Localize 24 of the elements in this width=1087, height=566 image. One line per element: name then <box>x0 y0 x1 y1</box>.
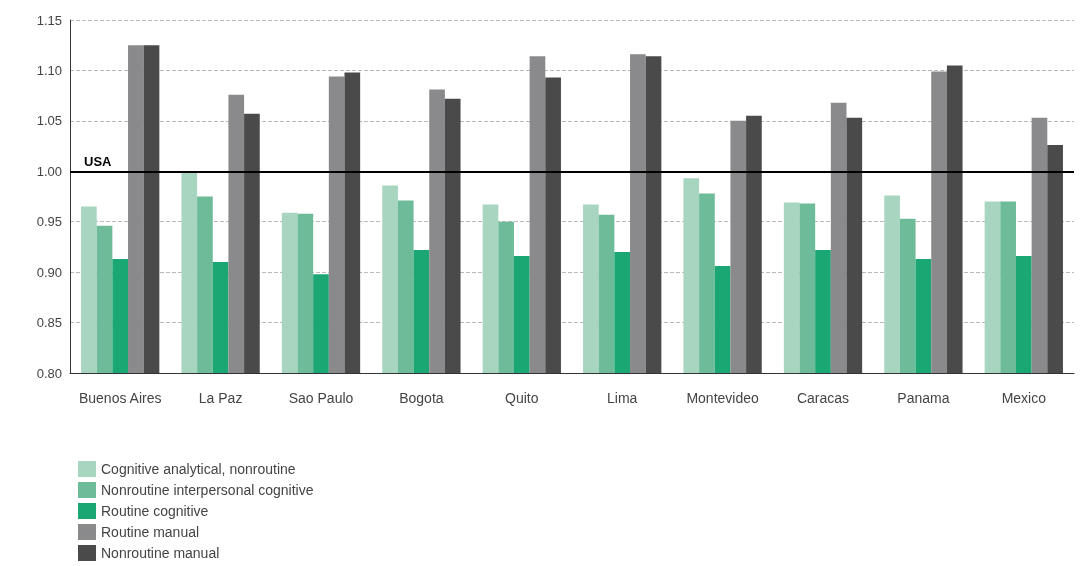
y-tick-label: 0.85 <box>36 315 62 331</box>
y-tick-label: 1.10 <box>36 62 62 78</box>
y-tick-label: 0.95 <box>36 214 62 230</box>
x-tick-label: Montevideo <box>686 390 759 406</box>
y-tick-label: 1.00 <box>36 163 62 179</box>
legend-label: Routine cognitive <box>101 503 209 519</box>
legend-label: Nonroutine manual <box>101 545 220 561</box>
x-tick-label: Sao Paulo <box>288 390 354 406</box>
x-tick-label: La Paz <box>198 390 243 406</box>
y-tick-label: 1.05 <box>36 113 62 129</box>
x-tick-label: Quito <box>505 390 539 406</box>
x-tick-label: Lima <box>607 390 638 406</box>
y-tick-label: 1.15 <box>36 12 62 28</box>
x-tick-label: Mexico <box>1001 390 1047 406</box>
ref-line-label: USA <box>84 154 113 170</box>
legend-label: Nonroutine interpersonal cognitive <box>101 482 314 498</box>
legend-label: Cognitive analytical, nonroutine <box>101 461 296 477</box>
x-tick-label: Caracas <box>796 390 850 406</box>
x-tick-label: Bogota <box>399 390 444 406</box>
x-tick-label: Buenos Aires <box>78 390 162 406</box>
legend-label: Routine manual <box>101 524 200 540</box>
y-tick-label: 0.90 <box>36 264 62 280</box>
y-tick-label: 0.80 <box>36 365 62 381</box>
x-tick-label: Panama <box>897 390 950 406</box>
